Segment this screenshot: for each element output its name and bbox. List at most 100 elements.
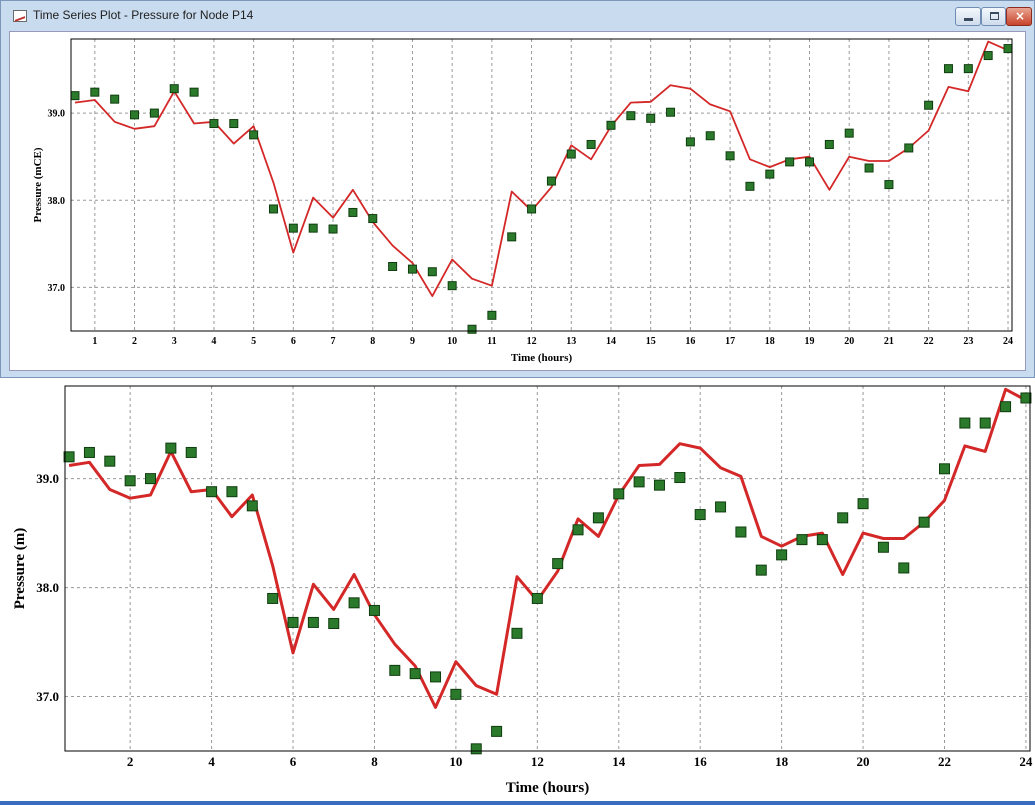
observed-point [130, 110, 140, 120]
plot-background [65, 386, 1030, 751]
x-tick-label: 22 [924, 336, 934, 347]
x-tick-label: 15 [646, 336, 656, 347]
maximize-icon [990, 12, 999, 20]
x-tick-label: 9 [410, 336, 415, 347]
observed-point [288, 223, 298, 233]
y-tick-label: 37.0 [36, 689, 59, 704]
x-tick-label: 23 [963, 336, 973, 347]
observed-point [368, 214, 378, 224]
close-icon: × [1015, 9, 1026, 23]
x-tick-label: 18 [765, 336, 775, 347]
x-tick-label: 7 [331, 336, 336, 347]
observed-point [884, 180, 894, 190]
observed-point [765, 169, 775, 179]
observed-point [924, 100, 934, 110]
observed-point [745, 181, 755, 191]
y-axis-label: Pressure (m) [12, 528, 28, 610]
top-pressure-chart: 1 2 3 4 5 6 7 8 9 10 11 12 13 14 15 16 17 18 19 20 21 22 23 243… [32, 38, 1013, 364]
observed-point [487, 310, 497, 320]
window-titlebar[interactable]: Time Series Plot - Pressure for Node P14… [1, 1, 1034, 31]
y-tick-label: 38.0 [48, 196, 66, 207]
x-tick-label: 12 [527, 336, 537, 347]
x-tick-label: 19 [805, 336, 815, 347]
observed-point [1000, 401, 1012, 413]
observed-point [715, 501, 727, 513]
observed-point [430, 671, 442, 683]
observed-point [511, 627, 523, 639]
window-bottom-edge [0, 801, 1035, 805]
x-tick-label: 1 [92, 336, 97, 347]
observed-point [527, 204, 537, 214]
observed-point [267, 592, 279, 604]
observed-point [959, 417, 971, 429]
observed-point [735, 526, 747, 538]
observed-point [246, 500, 258, 512]
minimize-button[interactable] [955, 7, 981, 26]
observed-point [328, 618, 340, 630]
x-tick-label: 22 [938, 754, 951, 769]
x-tick-label: 11 [487, 336, 496, 347]
y-axis-label: Pressure (mCE) [32, 147, 44, 222]
x-tick-label: 21 [884, 336, 894, 347]
observed-point [388, 261, 398, 271]
observed-point [389, 664, 401, 676]
observed-point [169, 84, 179, 94]
observed-point [348, 597, 360, 609]
observed-point [249, 130, 259, 140]
x-tick-label: 6 [290, 754, 297, 769]
observed-point [837, 512, 849, 524]
simulated-pressure-line [68, 387, 1027, 709]
x-tick-label: 16 [685, 336, 695, 347]
observed-point [507, 232, 517, 242]
observed-point [633, 476, 645, 488]
observed-point [592, 512, 604, 524]
x-tick-label: 13 [566, 336, 576, 347]
observed-point [626, 111, 636, 121]
observed-point [983, 51, 993, 61]
observed-point [898, 562, 910, 574]
observed-point [348, 207, 358, 217]
observed-point [63, 451, 75, 463]
observed-point [226, 486, 238, 498]
observed-point [90, 87, 100, 97]
x-tick-label: 12 [531, 754, 544, 769]
observed-point [824, 139, 834, 149]
observed-point [368, 604, 380, 616]
x-tick-label: 4 [211, 336, 216, 347]
observed-point [467, 324, 477, 334]
observed-point [185, 446, 197, 458]
x-tick-label: 20 [844, 336, 854, 347]
observed-point [857, 498, 869, 510]
x-tick-label: 2 [132, 336, 137, 347]
observed-point [943, 64, 953, 74]
y-tick-label: 39.0 [36, 471, 59, 486]
x-tick-label: 10 [447, 336, 457, 347]
observed-point [1020, 392, 1032, 404]
observed-point [938, 463, 950, 475]
x-axis-label: Time (hours) [506, 780, 589, 796]
observed-point [864, 163, 874, 173]
x-tick-label: 5 [251, 336, 256, 347]
observed-point [165, 442, 177, 454]
x-tick-label: 24 [1003, 336, 1013, 347]
observed-point [694, 509, 706, 521]
maximize-button[interactable] [981, 7, 1006, 26]
x-tick-label: 6 [291, 336, 296, 347]
observed-point [877, 541, 889, 553]
observed-point [805, 157, 815, 167]
x-tick-label: 14 [612, 754, 626, 769]
observed-point [70, 91, 80, 101]
observed-point [149, 108, 159, 118]
x-tick-label: 8 [370, 336, 375, 347]
close-button[interactable]: × [1006, 7, 1032, 26]
observed-point [407, 264, 417, 274]
x-tick-label: 17 [725, 336, 735, 347]
observed-point [308, 223, 318, 233]
observed-point [796, 534, 808, 546]
observed-point [470, 743, 482, 755]
x-tick-label: 18 [775, 754, 789, 769]
observed-point [776, 549, 788, 561]
x-tick-label: 14 [606, 336, 616, 347]
y-tick-label: 38.0 [36, 580, 59, 595]
